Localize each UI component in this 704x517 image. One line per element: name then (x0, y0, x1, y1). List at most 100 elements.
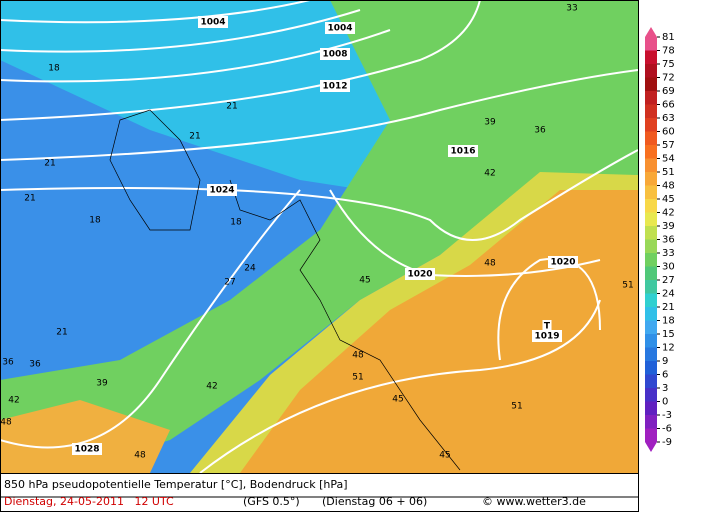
isotherm-label: 33 (566, 4, 577, 14)
colorbar-segment (645, 280, 657, 294)
colorbar-label: -3 (662, 410, 672, 421)
colorbar-label: 72 (662, 73, 675, 84)
footer-run: (Dienstag 06 + 06) (322, 495, 427, 508)
label-bg (548, 256, 578, 268)
colorbar-segment (645, 320, 657, 335)
isotherm-label: 21 (44, 159, 55, 169)
isobar-label: 1019 (534, 332, 559, 342)
colorbar-label: 51 (662, 167, 675, 178)
isotherm-label: 48 (0, 418, 12, 428)
colorbar-segment (645, 145, 657, 159)
label-bg (542, 320, 552, 332)
isobar-label: 1016 (450, 147, 475, 157)
colorbar-label: 75 (662, 59, 675, 70)
colorbar-segment (645, 253, 657, 267)
colorbar-label: 18 (662, 316, 675, 327)
colorbar-segment (645, 50, 657, 65)
colorbar-segment (645, 185, 657, 200)
colorbar-label: 21 (662, 302, 675, 313)
isotherm-label: 42 (206, 382, 217, 392)
colorbar-segment (645, 77, 657, 92)
label-bg (405, 268, 435, 280)
isotherm-label: 45 (392, 395, 403, 405)
isotherm-label: 21 (189, 132, 200, 142)
colorbar-label: 54 (662, 154, 675, 165)
colorbar-label: 57 (662, 140, 675, 151)
map: 1004 1004 1008 1012 1016 1020 1020 1024 1028 T101… (0, 0, 639, 474)
colorbar-label: 78 (662, 46, 675, 57)
isotherm-label: 48 (134, 451, 146, 461)
colorbar-segment (645, 401, 657, 416)
colorbar-label: 3 (662, 383, 668, 394)
colorbar-label: 33 (662, 248, 675, 259)
colorbar-segment (645, 91, 657, 105)
label-bg (448, 145, 478, 157)
isotherm-label: 36 (534, 126, 546, 136)
isobar (199, 299, 601, 474)
colorbar-segment (645, 172, 657, 186)
footer-title: 850 hPa pseudopotentielle Temperatur [°C… (4, 478, 348, 491)
isotherm-label: 45 (359, 276, 370, 286)
colorbar-label: 36 (662, 235, 675, 246)
label-bg (532, 330, 562, 342)
colorbar-label: 24 (662, 289, 675, 300)
colorbar-segment (645, 388, 657, 402)
colorbar-tip (645, 27, 657, 51)
colorbar-label: 27 (662, 275, 675, 286)
footer-credit: © www.wetter3.de (482, 495, 586, 508)
colorbar-segment (645, 239, 657, 254)
isotherm-label: 21 (226, 102, 237, 112)
isobar-label: 1004 (327, 24, 352, 34)
green-region (0, 0, 638, 473)
isotherm-label: 39 (484, 118, 496, 128)
isobar (0, 0, 481, 121)
colorbar-label: 81 (662, 32, 675, 43)
colorbar-segment (645, 374, 657, 389)
isobar (0, 149, 639, 241)
isobar-label: T (544, 322, 551, 332)
coastline (229, 179, 461, 471)
colorbar-label: 48 (662, 181, 675, 192)
isotherm-label: 45 (439, 451, 450, 461)
isotherm-label: 42 (484, 169, 495, 179)
colorbar-segment (645, 212, 657, 227)
colorbar-segment (645, 104, 657, 119)
isotherm-label: 51 (622, 281, 633, 291)
footer-date: Dienstag, 24-05-2011 12 UTC (4, 495, 174, 508)
isobar-label: 1028 (74, 445, 99, 455)
colorbar-segment (645, 226, 657, 240)
label-bg (72, 443, 102, 455)
colorbar-label: 0 (662, 397, 668, 408)
colorbar-label: 30 (662, 262, 675, 273)
colorbar-tip (645, 428, 657, 452)
isotherm-label: 39 (96, 379, 108, 389)
isobar (0, 29, 391, 83)
footer-frame (0, 473, 639, 512)
colorbar-label: 39 (662, 221, 675, 232)
colorbar-segment (645, 131, 657, 146)
isobar (0, 189, 301, 449)
colorbar-segment (645, 266, 657, 281)
colorbar-label: -9 (662, 437, 672, 448)
isotherm-label: 42 (8, 396, 19, 406)
isobar-label: 1024 (209, 186, 234, 196)
label-bg (320, 48, 350, 60)
isobar-label: 1012 (322, 82, 347, 92)
isotherm-label: 48 (484, 259, 496, 269)
isotherm-label: 36 (2, 358, 14, 368)
isotherm-label: 21 (56, 328, 67, 338)
colorbar-label: 42 (662, 208, 675, 219)
colorbar-segment (645, 118, 657, 132)
colorbar-segment (645, 307, 657, 321)
isobar (0, 69, 639, 161)
isotherm-label: 27 (224, 278, 235, 288)
colorbar-label: 15 (662, 329, 675, 340)
isotherm-label: 51 (352, 373, 363, 383)
isotherm-label: 21 (24, 194, 35, 204)
colorbar-label: 69 (662, 86, 675, 97)
isobar (0, 9, 361, 53)
label-bg (198, 16, 228, 28)
label-bg (207, 184, 237, 196)
isotherm-label: 48 (352, 351, 364, 361)
